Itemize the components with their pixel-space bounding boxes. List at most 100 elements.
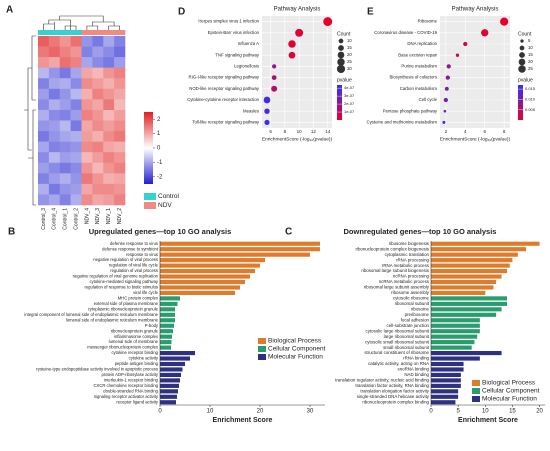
heatmap-cell [59, 109, 71, 121]
category-label: viral life cycle [133, 290, 159, 295]
heatmap-cell [48, 78, 61, 90]
bar [431, 356, 480, 361]
column-label: Control_2 [73, 208, 79, 230]
legend-swatch [144, 202, 156, 209]
heatmap-cell [81, 67, 93, 79]
legend-dot [338, 45, 344, 51]
category-label: cytosolic small ribosomal subunit [365, 339, 430, 344]
heatmap-cell [114, 173, 126, 185]
bar [160, 301, 178, 306]
category-label: cytoplasmic translation [385, 252, 430, 257]
heatmap-cell [92, 109, 104, 121]
heatmap-cell [38, 183, 50, 195]
heatmap-cell [81, 99, 93, 111]
category-label: NAD binding [404, 372, 429, 377]
category-label: cytokine activity [129, 356, 159, 361]
heatmap-cell [114, 131, 126, 142]
legend-label: 5 [528, 38, 531, 43]
dot [264, 119, 270, 125]
heatmap-cell [48, 141, 61, 153]
heatmap-cell [92, 162, 104, 174]
bar [431, 252, 518, 257]
category-label: messenger ribonucleoprotein complex [87, 345, 159, 350]
bar [431, 334, 478, 339]
heatmap-cell [38, 67, 50, 79]
bar [431, 268, 507, 274]
category-label: snoRNA binding [398, 367, 430, 372]
heatmap-cell [92, 67, 104, 79]
colorbar [337, 85, 342, 120]
heatmap-cell [48, 67, 61, 79]
legend-dot [336, 64, 346, 74]
category-label: Cytokine-cytokine receptor interaction [187, 97, 259, 102]
category-label: CXCR chemokine receptor binding [94, 383, 159, 388]
x-tick-label: 20 [536, 409, 543, 415]
group-annotation [114, 30, 126, 35]
dot [463, 41, 468, 47]
x-tick-label: 14 [325, 129, 331, 134]
dendrogram [24, 15, 120, 206]
x-axis-label: Enrichment Score [213, 417, 273, 424]
heatmap-cell [59, 88, 71, 100]
panel-letter: E [367, 7, 374, 18]
bar [431, 378, 461, 383]
heatmap-cell [92, 99, 104, 111]
category-label: translation regulator activity, nucleic … [335, 378, 429, 383]
bar [160, 400, 176, 405]
category-label: Herpes simplex virus 1 infection [198, 19, 259, 24]
bar [431, 258, 513, 263]
category-label: Epstein-Barr virus infection [208, 30, 260, 35]
category-label: interleukin-1 receptor binding [104, 378, 159, 383]
bar [160, 350, 195, 356]
bar [160, 372, 181, 378]
category-label: Carbon metabolism [400, 86, 438, 91]
legend-label: Cellular Component [268, 346, 326, 353]
category-label: preribosome [405, 312, 430, 317]
heatmap-cell [70, 131, 82, 142]
dot [481, 29, 489, 37]
dot [442, 120, 446, 124]
group-annotation [59, 30, 71, 35]
category-label: regulation of viral process [110, 268, 158, 273]
colorbar-tick-label: 0.005 [525, 107, 536, 112]
heatmap-cell [59, 141, 71, 153]
category-label: cytokine receptor binding [111, 350, 158, 355]
x-tick-label: 2 [445, 129, 448, 134]
heatmap-cell [38, 109, 50, 121]
bar [431, 367, 464, 372]
category-label: cysteine-type endopeptidase activity inv… [36, 367, 158, 372]
dot [446, 64, 451, 69]
category-label: ncRNA metabolic process [379, 279, 430, 284]
category-label: cytosolic ribosome [393, 296, 430, 301]
category-label: Influenza A [238, 41, 259, 46]
heatmap-cell [103, 88, 115, 100]
heatmap-cell [92, 131, 104, 142]
heatmap-cell [81, 46, 93, 58]
chart-title: Pathway Analysis [274, 7, 321, 13]
category-label: cytokine-mediated signaling pathway [90, 279, 159, 284]
legend-label: 10 [528, 45, 533, 50]
colorbar-tick-label: 1 [157, 131, 161, 137]
legend-swatch [258, 354, 266, 360]
legend-label: 15 [347, 45, 352, 50]
panel-letter: B [8, 227, 15, 238]
category-label: translation elongation factor activity [360, 388, 429, 393]
dot [288, 51, 296, 59]
group-annotation [48, 30, 61, 35]
heatmap-cell [103, 57, 115, 68]
heatmap-cell [70, 173, 82, 185]
legend-label: NDV [158, 202, 172, 209]
category-label: external side of plasma membrane [94, 301, 159, 306]
legend-dot [519, 45, 525, 51]
category-label: Coronavirus disease - COVID-19 [374, 30, 437, 35]
heatmap-cell [81, 120, 93, 132]
column-label: Control_3 [41, 208, 47, 230]
category-label: ribonucleoprotein granule [111, 328, 159, 333]
bar [431, 350, 502, 356]
heatmap-cell [48, 131, 61, 142]
dot [295, 28, 304, 37]
column-label: NDV_2 [117, 208, 123, 224]
legend-label: Biological Process [482, 380, 536, 387]
bar [160, 279, 245, 285]
